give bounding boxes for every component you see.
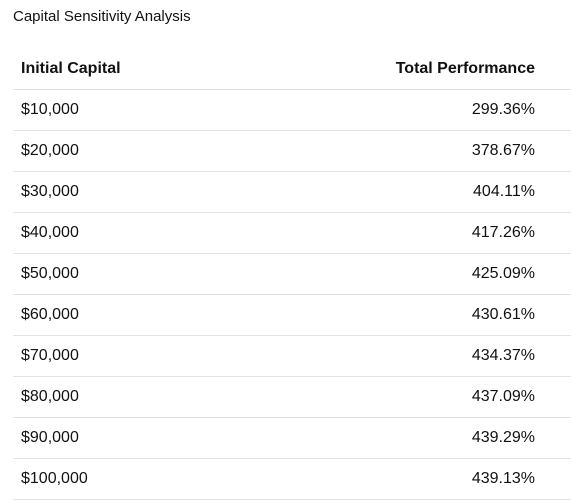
panel-title: Capital Sensitivity Analysis — [13, 8, 191, 25]
table-row: $10,000 299.36% — [13, 89, 571, 131]
capital-sensitivity-table: Initial Capital Total Performance $10,00… — [13, 49, 571, 500]
total-performance-cell: 434.37% — [225, 335, 571, 377]
table-row: $30,000 404.11% — [13, 171, 571, 213]
total-performance-cell: 378.67% — [225, 130, 571, 172]
table-row: $80,000 437.09% — [13, 376, 571, 418]
initial-capital-cell: $60,000 — [13, 294, 226, 336]
initial-capital-cell: $90,000 — [13, 417, 226, 459]
table-row: $40,000 417.26% — [13, 212, 571, 254]
initial-capital-cell: $20,000 — [13, 130, 226, 172]
table-body: $10,000 299.36% $20,000 378.67% $30,000 … — [13, 89, 571, 500]
initial-capital-cell: $10,000 — [13, 89, 226, 131]
total-performance-cell: 430.61% — [225, 294, 571, 336]
total-performance-cell: 437.09% — [225, 376, 571, 418]
total-performance-cell: 404.11% — [225, 171, 571, 213]
table-row: $90,000 439.29% — [13, 417, 571, 459]
table-row: $60,000 430.61% — [13, 294, 571, 336]
initial-capital-cell: $80,000 — [13, 376, 226, 418]
total-performance-cell: 299.36% — [225, 89, 571, 131]
table-row: $20,000 378.67% — [13, 130, 571, 172]
total-performance-cell: 417.26% — [225, 212, 571, 254]
header-initial-capital: Initial Capital — [13, 49, 226, 90]
total-performance-cell: 439.29% — [225, 417, 571, 459]
table-row: $100,000 439.13% — [13, 458, 571, 500]
total-performance-cell: 439.13% — [225, 458, 571, 500]
table-row: $50,000 425.09% — [13, 253, 571, 295]
initial-capital-cell: $40,000 — [13, 212, 226, 254]
table-row: $70,000 434.37% — [13, 335, 571, 377]
initial-capital-cell: $30,000 — [13, 171, 226, 213]
initial-capital-cell: $70,000 — [13, 335, 226, 377]
header-total-performance: Total Performance — [225, 49, 571, 90]
header-row: Initial Capital Total Performance — [13, 49, 571, 90]
table-header: Initial Capital Total Performance — [13, 49, 571, 90]
initial-capital-cell: $100,000 — [13, 458, 226, 500]
total-performance-cell: 425.09% — [225, 253, 571, 295]
initial-capital-cell: $50,000 — [13, 253, 226, 295]
